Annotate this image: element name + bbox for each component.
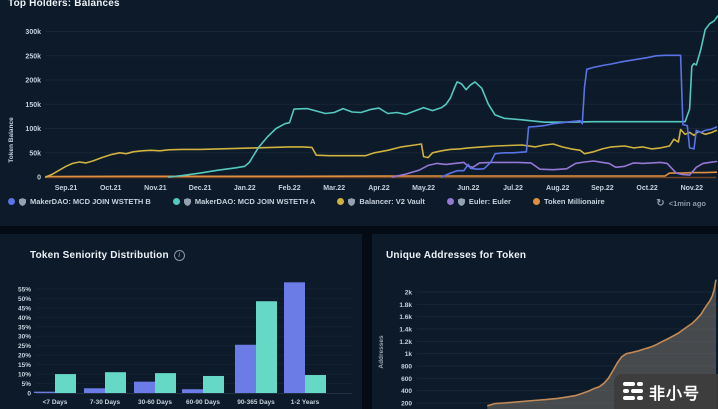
svg-text:100k: 100k	[25, 126, 41, 133]
token-seniority-chart[interactable]: 0 5% 10% 15% 20% 25% 30% 35% 40% 45% 50% 55% <7 Days…	[0, 234, 362, 409]
svg-text:20%: 20%	[18, 353, 31, 360]
top-holders-panel: Top Holders: Balances 0 50k 100k 150k 200k 25…	[0, 0, 718, 226]
refresh-icon	[656, 200, 664, 208]
svg-text:Jan.22: Jan.22	[234, 185, 256, 192]
svg-text:1k: 1k	[405, 351, 413, 358]
shield-icon	[19, 197, 26, 206]
legend-item[interactable]: Balancer: V2 Vault	[337, 197, 425, 206]
svg-text:30-60 Days: 30-60 Days	[138, 399, 172, 406]
svg-text:50k: 50k	[29, 150, 41, 157]
shield-icon	[348, 197, 356, 206]
svg-text:60-90 Days: 60-90 Days	[186, 399, 220, 406]
top-holders-title: Top Holders: Balances	[8, 0, 120, 9]
svg-text:Aug.22: Aug.22	[546, 185, 569, 192]
unique-addresses-title-text: Unique Addresses for Token	[386, 250, 527, 261]
svg-text:Dec.21: Dec.21	[189, 185, 212, 192]
svg-text:Apr.22: Apr.22	[368, 185, 390, 192]
legend-item-label: Balancer: V2 Vault	[359, 197, 425, 206]
svg-text:45%: 45%	[18, 305, 31, 312]
watermark-text: 非小号	[649, 383, 701, 403]
svg-text:Sep.22: Sep.22	[591, 185, 614, 192]
legend-item-label: MakerDAO: MCD JOIN WSTETH A	[194, 197, 316, 206]
svg-text:200: 200	[401, 401, 412, 408]
watermark: 非小号	[614, 374, 718, 409]
svg-text:30%: 30%	[18, 334, 31, 341]
svg-text:25%: 25%	[18, 343, 31, 350]
svg-text:400: 400	[401, 388, 412, 395]
token-seniority-title: Token Seniority Distribution	[30, 250, 185, 261]
refresh-control[interactable]: <1min ago	[656, 199, 706, 208]
legend-color-dot	[337, 198, 345, 205]
svg-text:1-2 Years: 1-2 Years	[291, 399, 320, 406]
legend-color-dot	[532, 198, 540, 205]
svg-text:800: 800	[401, 363, 412, 370]
legend-item[interactable]: Euler: Euler	[446, 197, 511, 206]
svg-text:250k: 250k	[25, 53, 41, 60]
svg-text:50%: 50%	[18, 296, 31, 303]
svg-text:15%: 15%	[18, 362, 31, 369]
top-holders-title-text: Top Holders: Balances	[8, 0, 120, 9]
svg-text:<7 Days: <7 Days	[43, 399, 68, 406]
legend-item-label: MakerDAO: MCD JOIN WSTETH B	[30, 197, 151, 206]
svg-text:Nov.21: Nov.21	[144, 185, 167, 192]
legend-color-dot	[172, 198, 180, 205]
svg-text:Oct.21: Oct.21	[100, 185, 122, 192]
svg-text:Addresses: Addresses	[378, 335, 385, 369]
svg-text:0: 0	[37, 175, 41, 182]
svg-text:1.8k: 1.8k	[399, 302, 412, 309]
svg-text:2k: 2k	[405, 289, 413, 296]
svg-text:Oct.22: Oct.22	[636, 185, 658, 192]
token-seniority-title-text: Token Seniority Distribution	[30, 250, 169, 261]
svg-text:Mar.22: Mar.22	[323, 185, 345, 192]
feixiaohao-logo-icon	[623, 382, 643, 400]
last-updated-text: <1min ago	[668, 199, 706, 208]
svg-text:Token Balance: Token Balance	[8, 117, 15, 163]
svg-text:Sep.21: Sep.21	[55, 185, 78, 192]
top-holders-chart[interactable]: 0 50k 100k 150k 200k 250k 300k Sep.21 Oct.21 Nov.…	[0, 0, 718, 196]
svg-text:35%: 35%	[18, 324, 31, 331]
svg-text:Jul.22: Jul.22	[503, 185, 523, 192]
svg-text:5%: 5%	[22, 381, 32, 388]
svg-text:40%: 40%	[18, 315, 31, 322]
shield-icon	[457, 197, 465, 206]
legend-item[interactable]: Token Millionaire	[532, 197, 605, 206]
legend-item[interactable]: MakerDAO: MCD JOIN WSTETH B	[8, 197, 151, 206]
svg-text:200k: 200k	[25, 78, 41, 85]
svg-text:90-365 Days: 90-365 Days	[237, 399, 275, 406]
svg-text:55%: 55%	[18, 286, 31, 293]
legend-item-label: Token Millionaire	[543, 197, 605, 206]
top-holders-legend: MakerDAO: MCD JOIN WSTETH B MakerDAO: MCD…	[8, 197, 605, 206]
svg-text:Nov.22: Nov.22	[681, 185, 704, 192]
legend-item[interactable]: MakerDAO: MCD JOIN WSTETH A	[172, 197, 316, 206]
svg-text:150k: 150k	[25, 102, 41, 109]
svg-text:300k: 300k	[25, 29, 41, 36]
svg-text:7-30 Days: 7-30 Days	[90, 399, 121, 406]
legend-color-dot	[446, 198, 454, 205]
legend-item-label: Euler: Euler	[468, 197, 511, 206]
svg-text:1.6k: 1.6k	[399, 314, 412, 321]
svg-text:Jun.22: Jun.22	[457, 185, 479, 192]
svg-text:1.2k: 1.2k	[399, 339, 412, 346]
unique-addresses-title: Unique Addresses for Token	[386, 250, 526, 261]
svg-text:600: 600	[401, 376, 412, 383]
svg-text:Feb.22: Feb.22	[278, 185, 300, 192]
svg-text:0: 0	[27, 391, 31, 398]
svg-text:1.4k: 1.4k	[399, 326, 412, 333]
svg-text:May.22: May.22	[412, 185, 435, 192]
legend-color-dot	[8, 198, 15, 205]
token-seniority-panel: Token Seniority Distribution 0 5% 10% 15% 20…	[0, 234, 362, 409]
info-icon[interactable]	[173, 250, 185, 261]
shield-icon	[183, 197, 191, 206]
svg-text:10%: 10%	[18, 372, 31, 379]
